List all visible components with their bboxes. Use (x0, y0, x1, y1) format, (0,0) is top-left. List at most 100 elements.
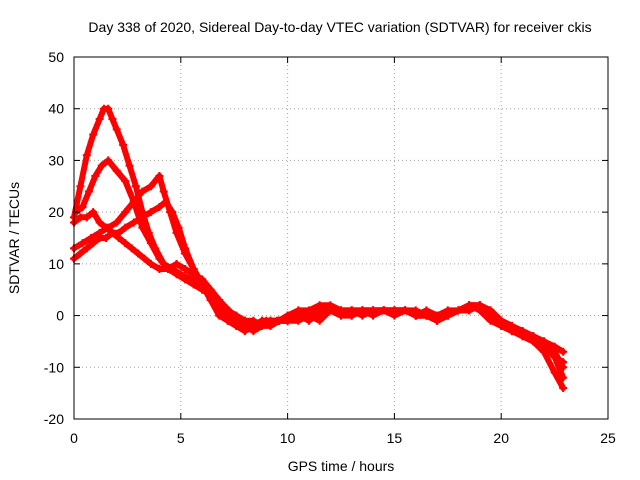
series-trace-1 (70, 104, 568, 392)
series-trace (71, 105, 567, 391)
data-point (76, 182, 85, 191)
y-tick-label: 20 (48, 204, 64, 220)
data-point (121, 239, 130, 248)
data-point (249, 321, 258, 330)
data-point (87, 234, 96, 242)
data-point (104, 223, 113, 232)
data-point (108, 228, 117, 237)
data-point (379, 306, 388, 315)
data-point (189, 265, 198, 274)
x-tick-label: 25 (600, 430, 616, 446)
data-point (347, 311, 356, 320)
data-point (257, 316, 266, 325)
data-point (454, 306, 463, 315)
data-point (550, 368, 559, 377)
data-point (559, 383, 568, 392)
data-point (119, 140, 128, 149)
data-point (166, 208, 175, 217)
series-trace-4 (70, 171, 568, 367)
data-point (559, 347, 568, 356)
data-point (91, 171, 100, 180)
data-point (283, 316, 292, 325)
data-point (129, 197, 138, 206)
data-point (181, 275, 190, 284)
y-tick-label: 10 (48, 256, 64, 272)
data-point (518, 327, 527, 336)
x-tick-label: 5 (177, 430, 185, 446)
data-point (539, 337, 548, 346)
data-point (172, 270, 181, 279)
data-point (102, 234, 111, 242)
data-point (138, 187, 147, 196)
data-point (140, 254, 149, 263)
data-point (422, 311, 431, 320)
data-point (89, 239, 98, 248)
y-axis-label: SDTVAR / TECUs (6, 182, 22, 294)
y-tick-label: 40 (48, 101, 64, 117)
data-point (304, 311, 313, 320)
data-point (507, 327, 516, 336)
data-point (89, 130, 98, 139)
data-point (155, 171, 164, 180)
data-point (550, 347, 559, 356)
data-point (95, 228, 104, 237)
data-point (315, 316, 324, 325)
data-point (146, 239, 155, 248)
data-point (155, 265, 164, 274)
data-point (240, 327, 249, 336)
data-point (559, 373, 568, 382)
x-tick-label: 20 (493, 430, 509, 446)
data-point (465, 306, 474, 315)
data-point (266, 321, 275, 330)
data-point (390, 306, 399, 315)
data-point (497, 316, 506, 325)
data-point (95, 218, 104, 227)
data-point (223, 311, 232, 320)
data-point (78, 202, 87, 211)
data-point (112, 125, 121, 134)
data-point (146, 208, 155, 217)
series-trace-5 (72, 156, 568, 372)
data-point (155, 202, 164, 211)
data-point (121, 177, 130, 186)
x-tick-label: 15 (387, 430, 403, 446)
data-point (294, 316, 303, 325)
data-point (172, 228, 181, 237)
data-point (232, 316, 241, 325)
data-point (358, 306, 367, 315)
data-point (155, 254, 164, 263)
data-point (108, 115, 117, 124)
y-tick-label: 30 (48, 152, 64, 168)
data-point (82, 151, 91, 160)
data-point (369, 311, 378, 320)
data-point (104, 156, 113, 165)
data-point (181, 265, 190, 274)
data-point (486, 311, 495, 320)
x-tick-label: 0 (70, 430, 78, 446)
data-point (198, 285, 207, 294)
data-point (76, 249, 85, 258)
data-point (240, 316, 249, 325)
data-point (146, 259, 155, 268)
data-point (104, 104, 113, 113)
data-point (121, 223, 130, 232)
chart-title: Day 338 of 2020, Sidereal Day-to-day VTE… (88, 19, 591, 35)
data-point (275, 316, 284, 325)
data-point (95, 115, 104, 124)
x-tick-label: 10 (280, 430, 296, 446)
data-point (138, 223, 147, 232)
y-tick-label: -20 (44, 411, 64, 427)
data-point (163, 265, 172, 274)
data-point (401, 306, 410, 315)
data-point (112, 218, 121, 227)
data-point (125, 161, 134, 170)
data-point (159, 187, 168, 196)
data-point (443, 311, 452, 320)
data-point (337, 311, 345, 320)
data-point (181, 249, 190, 258)
data-point (172, 259, 181, 268)
y-tick-label: 50 (48, 49, 64, 65)
axis-ticks: 0 5 10 15 20 25 -20 -10 0 10 20 30 40 50 (44, 49, 616, 446)
data-point (114, 234, 123, 242)
